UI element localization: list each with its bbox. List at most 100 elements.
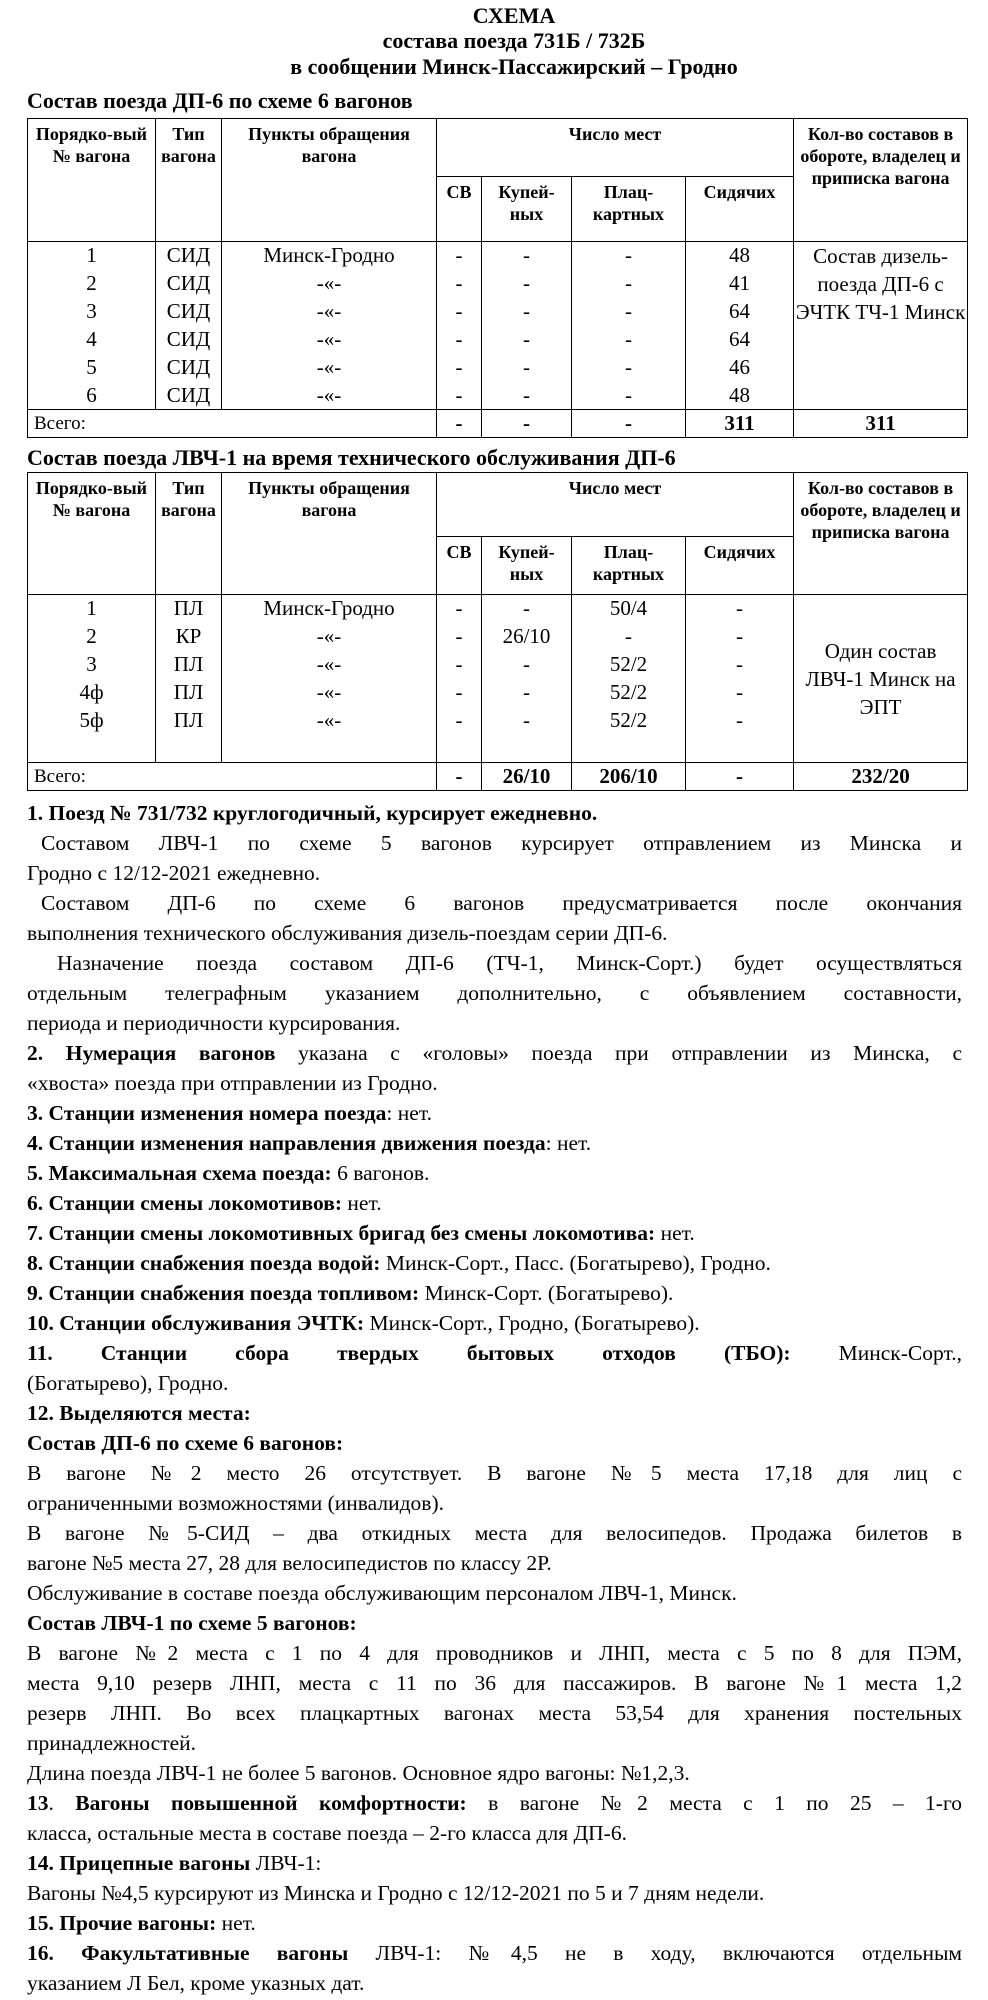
table-cell: КР [155,622,222,651]
total-value: 232/20 [793,762,969,791]
table-cell: -«- [221,269,437,298]
col-header-sv: СВ [436,176,482,242]
table-cell: -«- [221,381,437,410]
note-text: места 9,10 резерв ЛНП, места с 11 по 36 … [27,1671,962,1695]
note-line: Составом ЛВЧ-1 по схеме 5 вагонов курсир… [27,828,962,858]
note-bold-text: Состав ЛВЧ-1 по схеме 5 вагонов: [27,1611,357,1635]
note-line: 10. Станции обслуживания ЭЧТК: Минск-Сор… [27,1308,962,1338]
table-cell: - [436,594,482,623]
note-line: 12. Выделяются места: [27,1398,962,1428]
total-value: - [684,762,795,791]
table-cell: 52/2 [571,650,686,679]
table-row: 3 СИД -«- - - -64 [27,297,968,326]
note-line: В вагоне №5-СИД – два откидных места для… [27,1518,962,1548]
note-bold-text: 12. Выделяются места: [27,1401,251,1425]
header-row: Порядко-вый № вагона Тип вагона Пункты обр… [27,118,969,242]
note-line: Вагоны №4,5 курсируют из Минска и Гродно… [27,1878,962,1908]
note-text: (Богатырево), Гродно. [27,1371,229,1395]
total-label: Всего: [27,409,437,438]
note-line: 14. Прицепные вагоны ЛВЧ-1: [27,1848,962,1878]
table-cell: -«- [221,678,437,707]
table-cell: 1 [27,241,156,270]
table-cell: - [571,297,686,326]
note-text: : нет. [386,1101,432,1125]
note-line: Составом ДП-6 по схеме 6 вагонов предусм… [27,888,962,918]
note-text: Минск-Сорт., Гродно, (Богатырево). [364,1311,700,1335]
table-row: 1 СИД Минск-Гродно - - -48 Состав дизель-поезд… [27,241,969,410]
table-cell: 3 [27,650,156,679]
table-cell: 48 [684,241,795,270]
note-bold-text: 16. Факультативные вагоны [27,1941,349,1965]
table-cell: -«- [221,650,437,679]
total-row: Всего: -26/10 206/10-232/20 [27,762,969,791]
note-bold-text: 9. Станции снабжения поезда топливом: [27,1281,420,1305]
table-1-heading: Состав поезда ДП-6 по схеме 6 вагонов [27,88,413,113]
table-cell: СИД [155,297,222,326]
table-cell: 3 [27,297,156,326]
note-text: Длина поезда ЛВЧ-1 не более 5 вагонов. О… [27,1761,690,1785]
table-cell: - [481,650,572,679]
table-cell: - [481,678,572,707]
note-line: 1. Поезд № 731/732 круглогодичный, курси… [27,798,962,828]
table-cell: ПЛ [155,706,222,735]
note-line: В вагоне №2 места с 1 по 4 для проводник… [27,1638,962,1668]
table-cell: - [571,353,686,382]
table-cell: - [684,594,795,623]
total-value: - [571,409,686,438]
note-text: Составом ДП-6 по схеме 6 вагонов предусм… [41,891,962,915]
table-row: 5 СИД -«- - - -46 [27,353,968,382]
note-text: периода и периодичности курсирования. [27,1011,401,1035]
note-bold-text: 15. Прочие вагоны: [27,1911,217,1935]
table-cell: - [481,381,572,410]
note-text: В вагоне №5-СИД – два откидных места для… [27,1521,962,1545]
blank-row [27,734,968,763]
table-row: 4ф ПЛ -«- - -52/2- [27,678,968,707]
table-cell: - [436,353,482,382]
note-line: 5. Максимальная схема поезда: 6 вагонов. [27,1158,962,1188]
consist-table-dp6: Порядко-вый № вагона Тип вагона Пункты обр… [27,118,969,438]
note-line: 13. Вагоны повышенной комфортности: в ва… [27,1788,962,1818]
blank-cell [155,734,222,763]
table-cell: - [436,678,482,707]
note-line: 2. Нумерация вагонов указана с «головы» … [27,1038,962,1068]
table-cell: Минск-Гродно [221,241,437,270]
col-header-kupe: Купей-ных [481,176,572,242]
note-text: 6 вагонов. [331,1161,430,1185]
subheader-row: СВ Купей-ных Плац-картных Сидячих [28,176,968,242]
table-cell: -«- [221,297,437,326]
note-line: В вагоне №2 место 26 отсутствует. В ваго… [27,1458,962,1488]
note-text: класса, остальные места в составе поезда… [27,1821,627,1845]
note-text: «хвоста» поезда при отправлении из Гродн… [27,1071,438,1095]
table-cell: СИД [155,269,222,298]
owner-cell: Один состав ЛВЧ-1 Минск на ЭПТ [793,594,969,763]
table-cell: - [684,678,795,707]
table-cell: - [481,297,572,326]
table-cell: - [436,325,482,354]
note-bold-text: 2. Нумерация вагонов [27,1041,276,1065]
col-header-sid: Сидячих [684,536,795,595]
table-cell: 48 [684,381,795,410]
note-line: резерв ЛНП. Во всех плацкартных вагонах … [27,1698,962,1728]
total-value: 206/10 [571,762,686,791]
table-cell: 5ф [27,706,156,735]
total-value: - [436,409,482,438]
note-line: периода и периодичности курсирования. [27,1008,962,1038]
note-text: Вагоны №4,5 курсируют из Минска и Гродно… [27,1881,765,1905]
note-text: В вагоне №2 места с 1 по 4 для проводник… [27,1641,962,1665]
table-cell: - [571,241,686,270]
col-header-seats: Число мест [435,118,795,177]
table-cell: 64 [684,297,795,326]
note-text: нет. [342,1191,382,1215]
table-cell: 4 [27,325,156,354]
note-bold-text: 6. Станции смены локомотивов: [27,1191,343,1215]
table-row: 4 СИД -«- - - -64 [27,325,968,354]
note-line: вагоне №5 места 27, 28 для велосипедисто… [27,1548,962,1578]
blank-cell [571,734,686,763]
total-label: Всего: [27,762,437,791]
table-cell: -«- [221,353,437,382]
table-row: 2 СИД -«- - - -41 [27,269,968,298]
col-header-plats: Плац-картных [571,176,686,242]
col-header-type: Тип вагона [155,472,222,595]
note-line: выполнения технического обслуживания диз… [27,918,962,948]
note-line: указанием Л Бел, кроме указных дат. [27,1968,962,1998]
